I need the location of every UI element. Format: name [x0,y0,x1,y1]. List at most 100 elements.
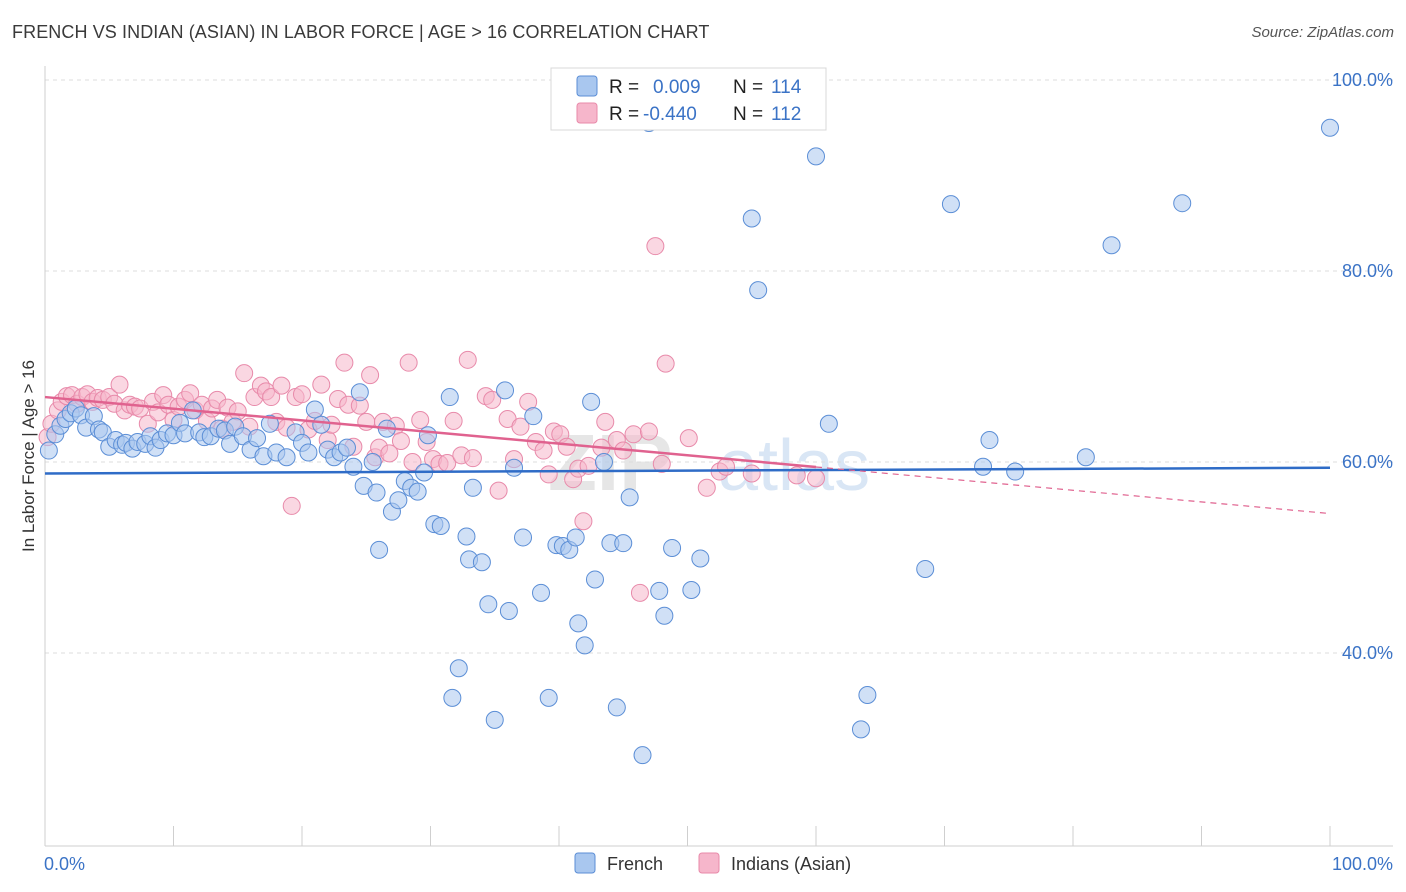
data-point-french [594,453,613,471]
x-minor-ticks [44,826,1331,846]
data-point-indians [596,412,615,431]
legend-n-value-indians: 112 [771,104,801,125]
series-indians-points [38,237,825,602]
legend-r-label-french: R = [609,77,639,98]
data-point-french [582,392,601,411]
legend-n-label-indians: N = [733,104,763,125]
bottom-legend-swatch-french [574,852,596,874]
x-tick-label-max: 100.0% [1332,854,1393,874]
data-point-french [941,195,960,214]
legend-swatch-indians [576,102,598,124]
x-tick-label-min: 0.0% [44,854,85,874]
bottom-legend-label-indians: Indians (Asian) [731,854,851,874]
data-point-french [1321,118,1339,137]
chart-title: FRENCH VS INDIAN (ASIAN) IN LABOR FORCE … [12,22,710,42]
data-point-french [440,388,459,407]
data-point-french [851,720,870,739]
y-tick-label: 100.0% [1332,70,1393,90]
data-point-indians [293,385,311,404]
data-point-french [1173,194,1192,213]
trend-line-indians-extrapolated [815,466,1331,515]
data-point-indians [235,364,254,383]
data-point-indians [361,366,380,385]
y-tick-label: 40.0% [1342,643,1393,663]
trend-line-french [44,466,1331,475]
data-point-indians [630,583,649,602]
data-point-french [819,414,838,433]
data-point-french [443,688,462,707]
data-point-french [363,453,382,471]
data-point-french [312,415,331,434]
data-point-french [858,686,877,705]
data-point-indians [807,469,825,488]
data-point-french [1006,462,1025,481]
data-point-indians [399,353,418,372]
data-point-french [633,746,652,765]
data-point-french [485,710,504,729]
data-point-french [585,570,604,589]
data-point-french [650,581,669,600]
data-point-french [749,281,768,300]
data-point-french [499,601,518,620]
data-point-french [39,441,58,460]
data-point-french [575,636,594,655]
trend-line-indians [44,395,817,469]
data-point-indians [557,437,576,456]
data-point-indians [282,496,301,515]
data-point-french [479,595,498,614]
data-point-french [614,534,633,553]
data-point-indians [511,417,530,436]
data-point-french [350,383,369,402]
data-point-french [431,516,450,535]
data-point-french [524,407,543,426]
data-point-indians [262,388,281,407]
data-point-french [1102,236,1121,255]
data-point-french [299,443,318,462]
data-point-indians [228,402,247,421]
data-point-french [408,482,427,501]
data-point-french [505,458,524,477]
trend-lines [44,395,1331,515]
y-tick-label: 80.0% [1342,261,1393,281]
data-point-indians [534,441,553,460]
data-point-indians [646,237,665,256]
data-point-indians [391,431,410,450]
y-tick-labels: 40.0% 60.0% 80.0% 100.0% [1332,70,1393,663]
data-point-indians [312,375,331,394]
data-point-french [566,528,585,547]
data-point-indians [574,512,593,531]
data-point-indians [656,354,675,373]
data-point-french [514,528,533,547]
data-point-indians [411,410,430,429]
data-point-french [974,457,993,476]
data-point-indians [181,384,200,403]
bottom-legend-label-french: French [607,854,663,874]
data-point-indians [652,454,671,473]
bottom-legend: French Indians (Asian) [574,852,851,874]
data-point-french [607,698,626,717]
y-tick-label: 60.0% [1342,452,1393,472]
data-point-indians [639,422,658,441]
data-point-french [496,381,515,400]
data-point-french [807,147,825,166]
legend-r-value-french: 0.009 [653,77,701,98]
data-point-french [1076,448,1095,467]
data-point-indians [335,353,354,372]
legend-r-value-indians: -0.440 [643,104,697,125]
data-point-indians [742,464,761,483]
legend: R = 0.009 N = 114 R = -0.440 N = 112 [550,67,827,131]
legend-r-label-indians: R = [609,104,639,125]
series-french-points [39,113,1339,765]
data-point-french [539,688,558,707]
data-point-indians [624,425,643,444]
data-point-indians [110,375,129,394]
data-point-french [463,478,482,497]
data-point-indians [483,390,502,409]
data-point-indians [444,411,463,430]
data-point-french [655,606,674,625]
data-point-french [742,209,761,228]
data-point-french [337,438,356,457]
data-point-french [449,659,468,678]
chart-source: Source: ZipAtlas.com [1251,24,1394,41]
data-point-indians [489,481,508,500]
